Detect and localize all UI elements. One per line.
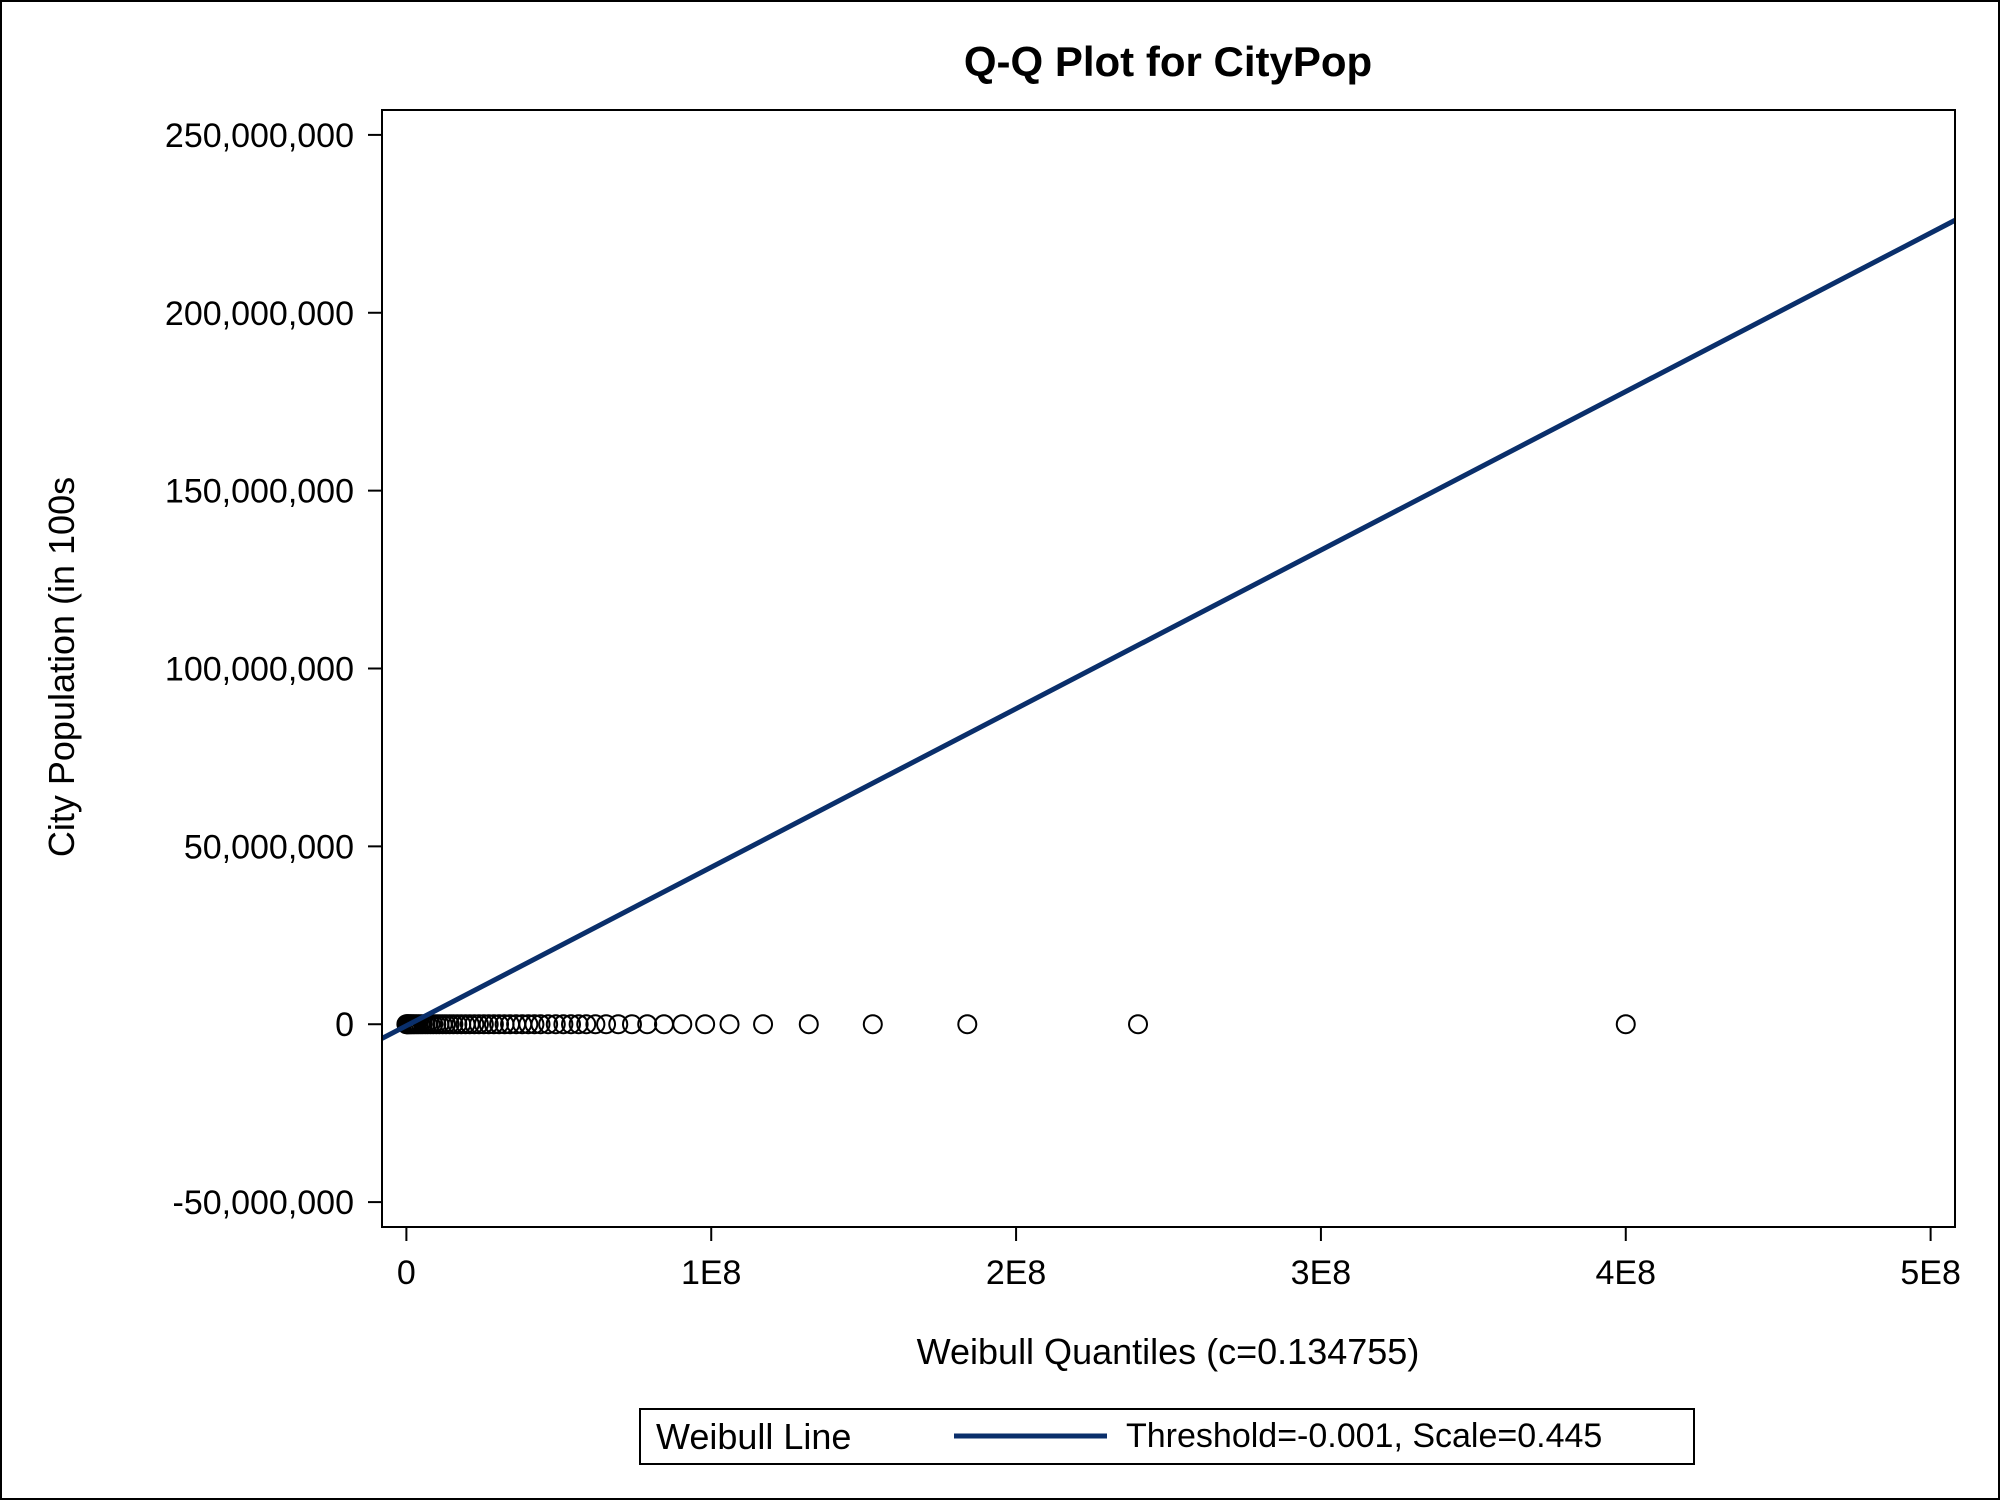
- data-point: [568, 1014, 589, 1035]
- data-point: [464, 1014, 485, 1035]
- legend-entry-label: Threshold=-0.001, Scale=0.445: [1126, 1417, 1602, 1455]
- data-point: [1128, 1014, 1149, 1035]
- x-tick-label: 2E8: [986, 1254, 1047, 1292]
- data-point: [653, 1014, 674, 1035]
- data-point: [585, 1014, 606, 1035]
- data-point: [530, 1014, 551, 1035]
- data-point: [553, 1014, 574, 1035]
- y-tick-label: 100,000,000: [165, 651, 354, 689]
- x-tick-label: 3E8: [1291, 1254, 1352, 1292]
- data-point: [478, 1014, 499, 1035]
- data-point: [545, 1014, 566, 1035]
- chart-title: Q-Q Plot for CityPop: [964, 38, 1372, 85]
- plot-area: 0 1E8 2E8 3E8 4E8 5E8 -50,000,000 0 50,000,000 10…: [165, 109, 1961, 1292]
- weibull-fit-line: [382, 218, 1955, 1041]
- data-point: [518, 1014, 539, 1035]
- y-tick-label: 150,000,000: [165, 473, 354, 511]
- plot-frame: [381, 109, 1956, 1228]
- data-point: [483, 1014, 504, 1035]
- y-tick-label: -50,000,000: [173, 1184, 355, 1222]
- data-point: [798, 1014, 819, 1035]
- data-point: [524, 1014, 545, 1035]
- data-point: [608, 1014, 629, 1035]
- y-tick-label: 200,000,000: [165, 295, 354, 333]
- data-point: [719, 1014, 740, 1035]
- x-tick-label: 5E8: [1900, 1254, 1961, 1292]
- y-axis-label: City Population (in 100s: [41, 477, 82, 857]
- data-point: [596, 1014, 617, 1035]
- x-tick-label: 4E8: [1596, 1254, 1657, 1292]
- data-point: [538, 1014, 559, 1035]
- x-tick-label: 0: [397, 1254, 416, 1292]
- data-point: [576, 1014, 597, 1035]
- data-point: [1615, 1014, 1636, 1035]
- plot-content: [382, 218, 1955, 1041]
- data-point: [473, 1014, 494, 1035]
- x-axis-label: Weibull Quantiles (c=0.134755): [917, 1331, 1420, 1372]
- y-tick-label: 0: [335, 1006, 354, 1044]
- data-point: [753, 1014, 774, 1035]
- y-tick-label: 50,000,000: [184, 828, 354, 866]
- legend-title: Weibull Line: [656, 1416, 851, 1457]
- data-point: [672, 1014, 693, 1035]
- x-tick-label: 1E8: [681, 1254, 742, 1292]
- data-point: [862, 1014, 883, 1035]
- legend-box: [639, 1408, 1695, 1465]
- data-point: [957, 1014, 978, 1035]
- data-point: [561, 1014, 582, 1035]
- data-point: [621, 1014, 642, 1035]
- data-point: [637, 1014, 658, 1035]
- data-point: [468, 1014, 489, 1035]
- data-point: [695, 1014, 716, 1035]
- legend: Weibull Line Threshold=-0.001, Scale=0.4…: [639, 1408, 1695, 1465]
- y-tick-label: 250,000,000: [165, 117, 354, 155]
